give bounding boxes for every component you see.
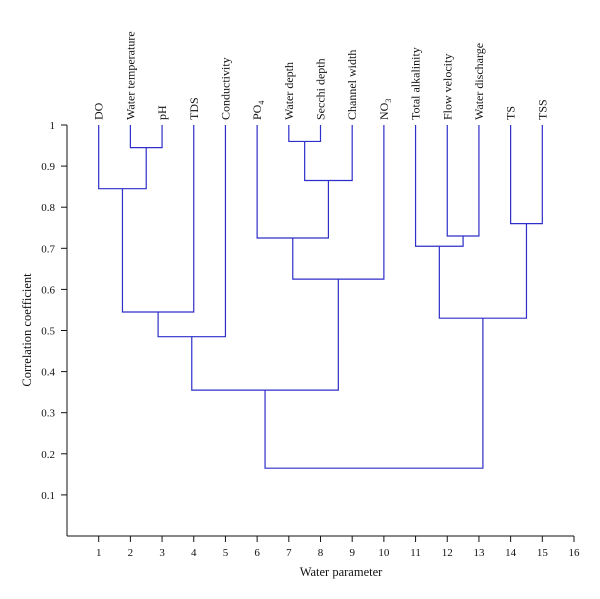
leaf-label: TS (504, 106, 518, 120)
leaf-labels: DO Water temperature pH TDS Conductivity PO4 W… (92, 31, 550, 120)
dendrogram-link (438, 223, 528, 319)
dendrogram-link (129, 125, 163, 149)
axes: 1 2 3 4 5 6 7 8 9 10 11 12 13 14 15 160.10.20.30.40.50.… (41, 120, 580, 559)
dendrogram-link (292, 125, 385, 280)
dendrogram-link (264, 318, 484, 469)
x-tick-label: 7 (286, 547, 292, 559)
leaf-label: PO4 (250, 101, 266, 120)
y-tick-label: 0.1 (41, 490, 55, 502)
x-tick-label: 4 (191, 547, 197, 559)
x-tick-label: 3 (159, 547, 165, 559)
y-tick-label: 1 (50, 120, 56, 132)
leaf-label: Channel width (345, 50, 359, 120)
dendrogram-link (121, 125, 195, 313)
x-tick-label: 14 (505, 547, 517, 559)
x-axis-title: Water parameter (300, 565, 383, 579)
leaf-label: Total alkalinity (409, 47, 423, 120)
y-tick-label: 0.3 (41, 408, 55, 420)
leaf-label: Flow velocity (440, 54, 454, 120)
x-tick-label: 5 (223, 547, 229, 559)
leaf-label: Water discharge (472, 43, 486, 120)
leaf-label: Water depth (282, 62, 296, 120)
x-tick-label: 11 (410, 547, 421, 559)
leaf-label: TDS (187, 97, 201, 120)
y-tick-label: 0.9 (41, 161, 55, 173)
y-tick-label: 0.4 (41, 367, 55, 379)
leaf-label: Conductivity (218, 57, 232, 120)
dendrogram-link (157, 125, 227, 338)
dendrogram-link (191, 279, 339, 391)
y-tick-label: 0.7 (41, 243, 55, 255)
x-tick-label: 6 (254, 547, 260, 559)
y-tick-label: 0.6 (41, 284, 55, 296)
leaf-label: TSS (535, 99, 549, 120)
leaf-label: Water temperature (123, 31, 137, 120)
x-tick-label: 12 (442, 547, 453, 559)
dendrogram-link (446, 125, 480, 237)
y-tick-label: 0.8 (41, 202, 55, 214)
leaf-label: pH (155, 105, 169, 120)
y-axis-title: Correlation coefficient (20, 273, 34, 387)
x-tick-label: 15 (537, 547, 549, 559)
x-tick-label: 2 (128, 547, 134, 559)
dendrogram-link (510, 125, 543, 225)
x-tick-label: 10 (378, 547, 390, 559)
dendrogram-link (304, 125, 353, 182)
dendrogram-link (414, 125, 464, 247)
x-tick-label: 1 (96, 547, 102, 559)
x-tick-label: 16 (569, 547, 581, 559)
leaf-label: DO (92, 102, 106, 120)
dendrogram-link (98, 125, 147, 190)
dendrogram-links (98, 125, 543, 469)
leaf-label: Secchi depth (314, 58, 328, 120)
y-tick-label: 0.5 (41, 326, 55, 338)
x-tick-label: 9 (349, 547, 355, 559)
leaf-label: NO3 (377, 99, 393, 120)
x-tick-label: 13 (473, 547, 485, 559)
x-tick-label: 8 (318, 547, 324, 559)
dendrogram-link (288, 125, 322, 143)
y-tick-label: 0.2 (41, 449, 55, 461)
